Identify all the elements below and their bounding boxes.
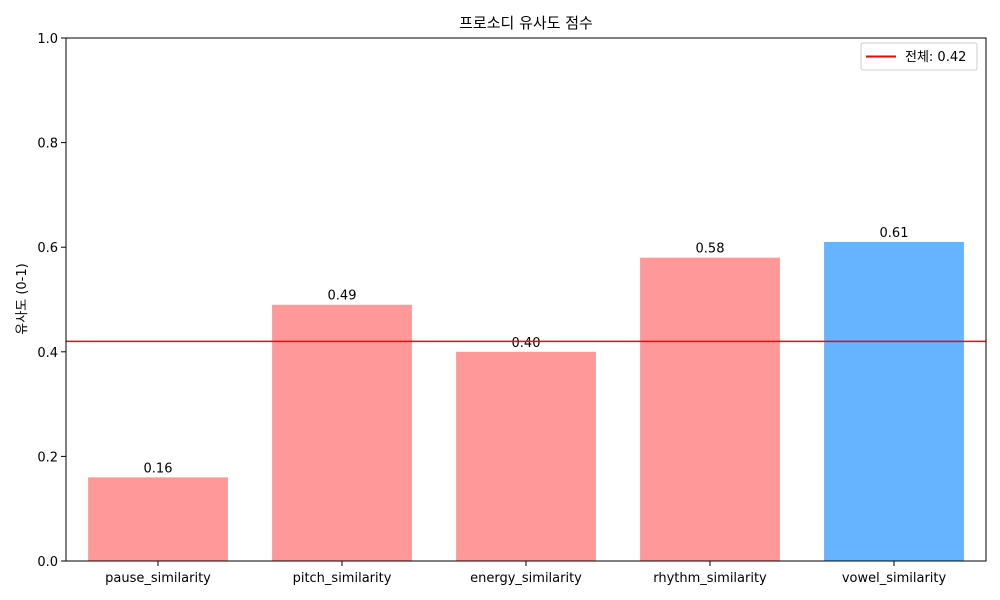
- y-tick-label: 0.2: [37, 450, 58, 465]
- bar-vowel_similarity: [824, 241, 964, 561]
- x-tick-label: pitch_similarity: [293, 571, 392, 586]
- legend-box: [860, 42, 978, 71]
- legend: 전체: 0.42: [860, 42, 978, 71]
- y-tick-label: 0.8: [37, 137, 58, 152]
- y-axis-label: 유사도 (0-1): [15, 263, 30, 334]
- x-tick-label: rhythm_similarity: [653, 571, 767, 586]
- y-tick-label: 1.0: [37, 32, 58, 47]
- plot-frame: [65, 37, 987, 562]
- bar-pause_similarity: [88, 477, 228, 561]
- bar-value-label: 0.40: [512, 336, 541, 351]
- legend-label: 전체: 0.42: [905, 50, 966, 65]
- bar-value-label: 0.58: [696, 242, 725, 257]
- y-tick-label: 0.0: [37, 555, 58, 570]
- bar-value-label: 0.61: [880, 226, 909, 241]
- x-tick-label: vowel_similarity: [842, 571, 947, 586]
- x-tick-label: energy_similarity: [470, 571, 582, 586]
- chart-title: 프로소디 유사도 점수: [459, 14, 593, 32]
- y-tick-label: 0.6: [37, 241, 58, 256]
- y-tick-label: 0.4: [37, 346, 58, 361]
- bar-pitch_similarity: [272, 304, 412, 561]
- bar-value-label: 0.16: [144, 461, 173, 476]
- bar-value-label: 0.49: [328, 289, 357, 304]
- x-tick-label: pause_similarity: [105, 571, 211, 586]
- bar-rhythm_similarity: [640, 257, 780, 561]
- bar-energy_similarity: [456, 351, 596, 561]
- plot-area: 0.16 pause_similarity 0.49 pitch_similarity…: [37, 32, 987, 586]
